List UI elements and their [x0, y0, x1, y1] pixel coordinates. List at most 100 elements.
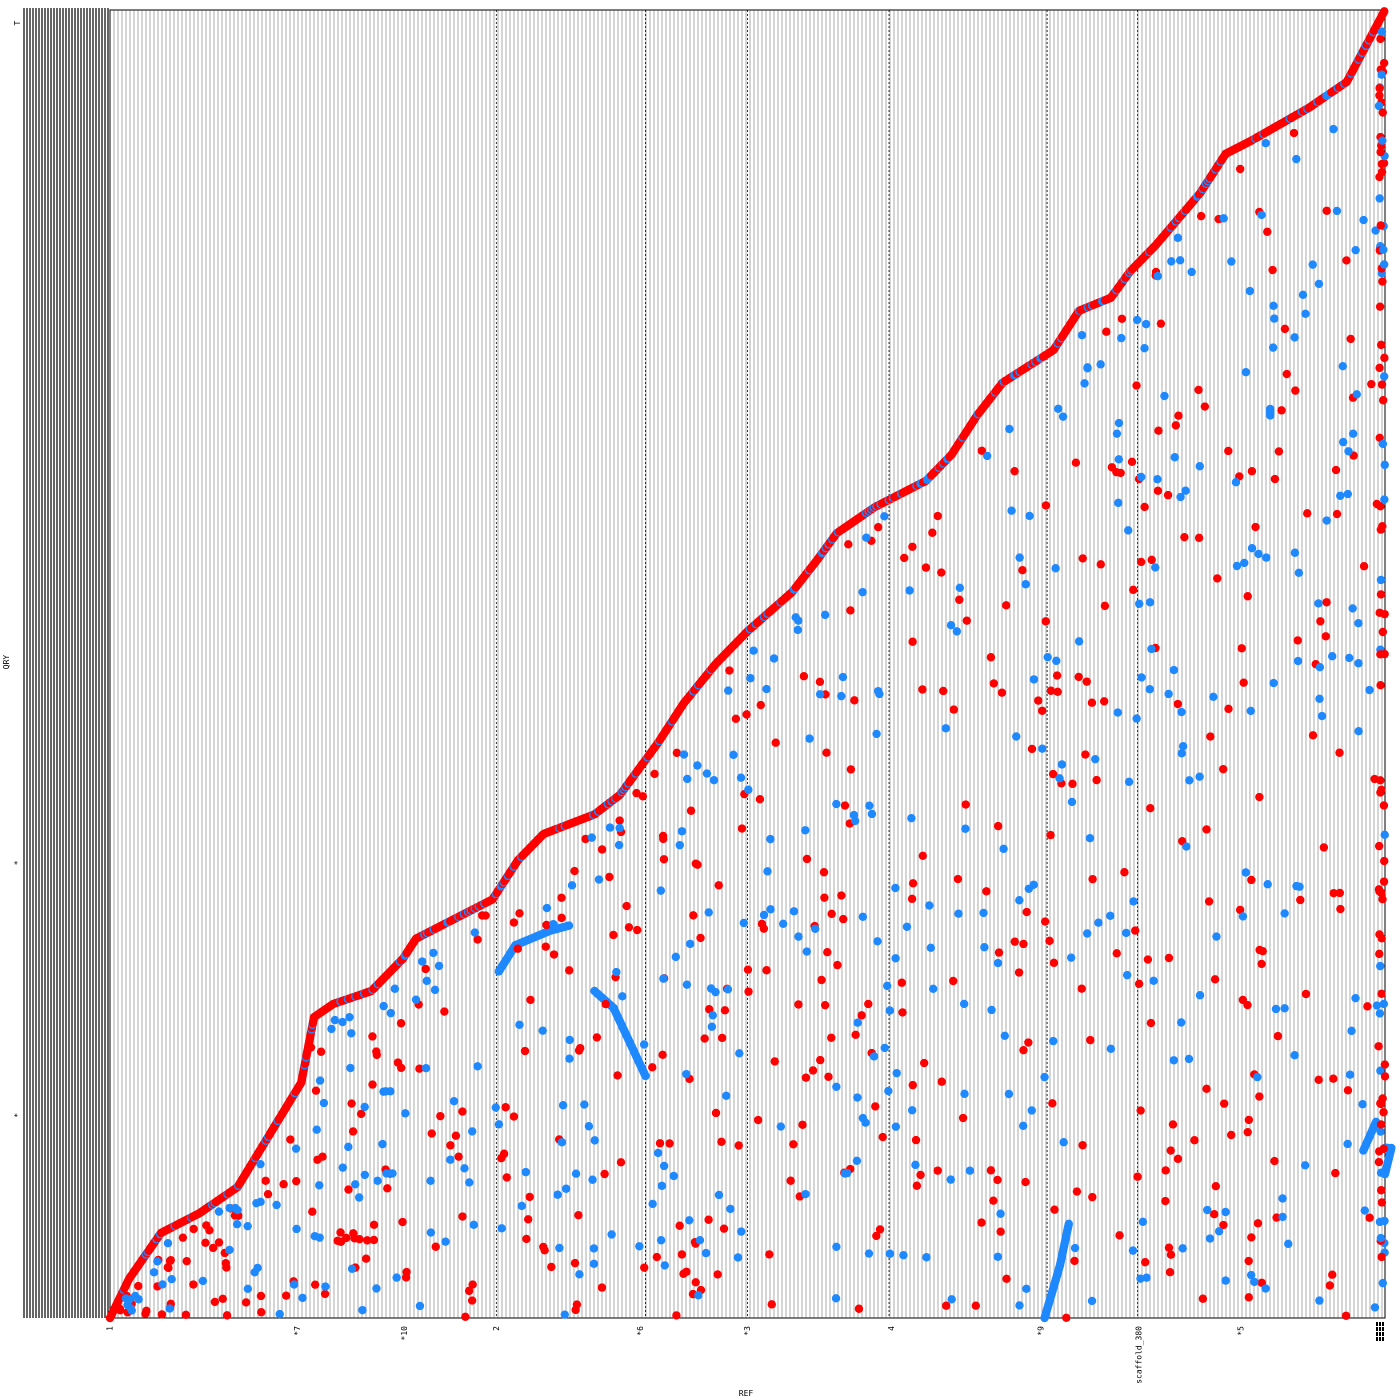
scatter-point	[1298, 290, 1308, 300]
scatter-point	[363, 1236, 372, 1245]
scatter-point	[1112, 429, 1122, 438]
scatter-point	[770, 1057, 779, 1066]
scatter-point	[1269, 301, 1278, 310]
scatter-point	[885, 1006, 895, 1015]
scatter-point	[682, 980, 692, 989]
scatter-point	[1147, 644, 1156, 654]
scatter-point	[1262, 553, 1271, 562]
scatter-point	[1041, 501, 1051, 510]
edge-point	[1379, 999, 1389, 1009]
scatter-point	[581, 834, 590, 844]
scatter-point	[1015, 896, 1024, 905]
scatter-point	[298, 1293, 307, 1303]
scatter-point	[509, 918, 519, 927]
scatter-point	[1278, 1212, 1287, 1222]
scatter-point	[986, 1166, 996, 1175]
scatter-point	[947, 1295, 956, 1304]
edge-point	[1376, 1099, 1385, 1108]
scatter-point	[502, 1173, 511, 1182]
scatter-point	[1092, 775, 1101, 785]
edge-point	[1378, 108, 1387, 117]
scatter-point	[1128, 1246, 1138, 1255]
edge-point	[1376, 575, 1386, 585]
scatter-point	[189, 1280, 198, 1289]
scatter-point	[677, 1250, 687, 1259]
scatter-point	[1066, 953, 1076, 962]
scatter-point	[411, 995, 421, 1004]
scatter-point	[1015, 553, 1024, 562]
scatter-point	[675, 840, 684, 850]
scatter-point	[911, 1160, 920, 1170]
scatter-point	[1049, 1036, 1058, 1046]
scatter-point	[1181, 486, 1190, 495]
scatter-point	[614, 840, 624, 850]
edge-point	[1376, 221, 1385, 230]
x-tick-mark	[1379, 1337, 1381, 1341]
scatter-point	[361, 1254, 371, 1263]
scatter-point	[1046, 686, 1056, 695]
scatter-point	[1231, 478, 1241, 487]
scatter-point	[885, 1249, 895, 1258]
scatter-point	[315, 1181, 324, 1190]
scatter-point	[134, 1281, 143, 1291]
scatter-point	[446, 1141, 455, 1150]
scatter-point	[1280, 909, 1289, 918]
scatter-point	[1328, 1270, 1337, 1279]
scatter-point	[1151, 563, 1160, 572]
scatter-point	[1025, 511, 1034, 521]
scatter-point	[338, 1163, 348, 1172]
scatter-point	[1088, 874, 1097, 884]
scatter-point	[597, 1283, 607, 1292]
scatter-point	[858, 912, 868, 921]
scatter-point	[1294, 568, 1304, 578]
scatter-point	[1343, 1086, 1353, 1095]
scatter-point	[756, 700, 765, 710]
scatter-point	[1195, 991, 1205, 1000]
scatter-point	[1170, 453, 1179, 462]
scatter-point	[1200, 402, 1210, 411]
scatter-point	[1246, 706, 1255, 716]
scatter-point	[1367, 379, 1376, 389]
scatter-point	[1331, 465, 1341, 475]
scatter-point	[426, 1176, 435, 1186]
scatter-point	[605, 872, 614, 882]
scatter-point	[1290, 548, 1300, 557]
scatter-point	[368, 1032, 377, 1041]
scatter-point	[460, 1164, 469, 1173]
scatter-point	[1001, 601, 1011, 610]
scatter-point	[659, 855, 669, 864]
scatter-point	[1019, 1045, 1028, 1055]
scatter-point	[743, 965, 753, 974]
scatter-point	[1371, 226, 1380, 235]
scatter-point	[1165, 1267, 1175, 1277]
scatter-point	[1132, 714, 1141, 723]
scatter-point	[1153, 486, 1163, 496]
scatter-point	[838, 672, 848, 682]
scatter-point	[1335, 888, 1345, 898]
scatter-point	[811, 924, 820, 933]
scatter-point	[864, 1249, 874, 1258]
scatter-point	[346, 1063, 355, 1073]
scatter-point	[1146, 803, 1155, 813]
scatter-point	[763, 867, 772, 876]
scatter-point	[396, 1019, 406, 1028]
edge-point	[1376, 1066, 1385, 1075]
scatter-point	[1153, 475, 1162, 484]
scatter-point	[473, 1062, 482, 1071]
scatter-point	[683, 774, 692, 784]
scatter-point	[853, 1093, 862, 1102]
scatter-point	[1336, 904, 1345, 914]
scatter-point	[1107, 463, 1117, 472]
scatter-point	[1360, 1206, 1369, 1215]
scatter-point	[872, 1231, 881, 1241]
scatter-point	[1300, 1161, 1310, 1170]
scatter-point	[1253, 1072, 1262, 1082]
scatter-point	[165, 1304, 174, 1313]
scatter-point	[794, 932, 803, 941]
scatter-point	[1164, 689, 1173, 699]
scatter-point	[360, 1170, 370, 1180]
scatter-point	[1115, 1231, 1124, 1240]
scatter-point	[1331, 1168, 1340, 1178]
scatter-point	[908, 637, 917, 646]
